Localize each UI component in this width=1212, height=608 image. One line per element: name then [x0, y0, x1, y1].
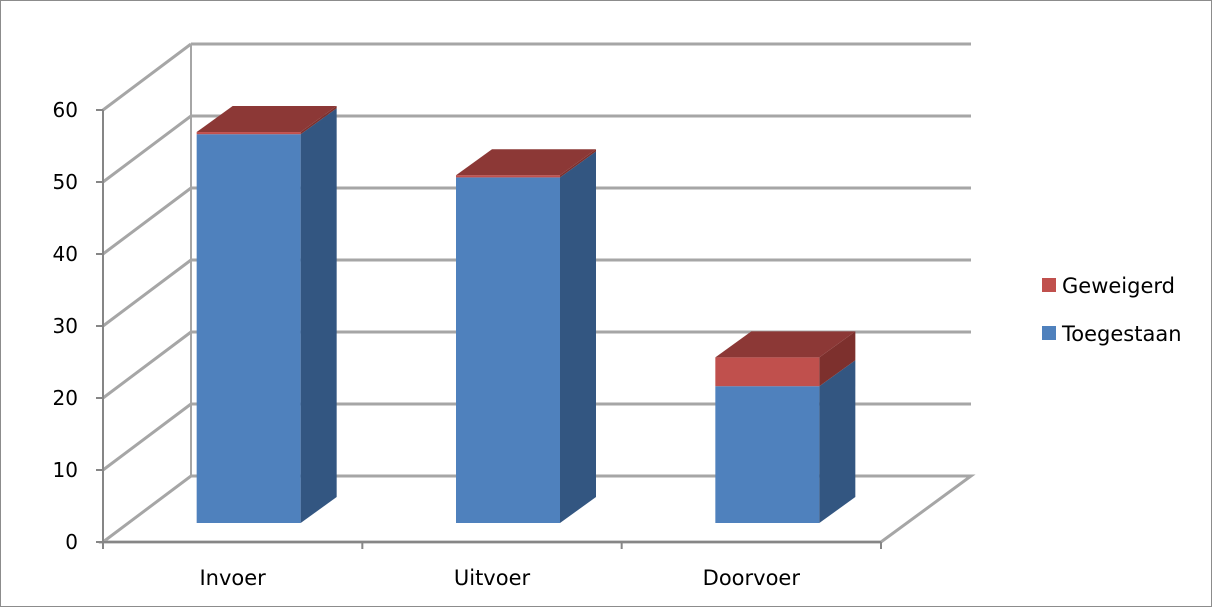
chart-legend: Geweigerd Toegestaan: [1042, 274, 1182, 346]
bar-front-toegestaan-invoer: [196, 134, 301, 523]
y-axis-tick-labels: 0 10 20 30 40 50 60: [53, 98, 78, 554]
bar-front-geweigerd-doorvoer: [715, 357, 820, 387]
bar-top-uitvoer: [456, 149, 596, 176]
bar-side-toegestaan-invoer: [300, 108, 337, 523]
y-axis-tick-label: 60: [53, 98, 78, 122]
bar-side-toegestaan-uitvoer: [560, 151, 596, 523]
bar-front-toegestaan-doorvoer: [715, 386, 820, 523]
chart-axes: [96, 109, 882, 549]
x-axis-category-labels: Invoer Uitvoer Doorvoer: [199, 566, 800, 590]
bar-top-invoer: [196, 106, 337, 133]
bar-side-geweigerd-invoer: [300, 106, 337, 135]
side-wall-gridline: [102, 42, 192, 112]
y-axis-tick-label: 10: [53, 458, 78, 482]
bar-front-geweigerd-uitvoer: [456, 175, 560, 178]
legend-label-geweigerd: Geweigerd: [1062, 274, 1175, 298]
x-axis-category-label: Doorvoer: [703, 566, 801, 590]
bar-front-geweigerd-invoer: [196, 132, 301, 135]
x-axis-category-label: Invoer: [199, 566, 266, 590]
side-wall-gridline: [102, 402, 192, 472]
bar-front-toegestaan-uitvoer: [456, 177, 560, 523]
bar-side-toegestaan-doorvoer: [819, 360, 856, 523]
side-wall-gridline: [102, 330, 192, 400]
y-axis-tick-label: 0: [65, 530, 78, 554]
y-axis-tick-label: 40: [53, 242, 78, 266]
legend-swatch-toegestaan: [1042, 326, 1056, 340]
bar-side-geweigerd-doorvoer: [819, 331, 856, 387]
x-axis-category-label: Uitvoer: [454, 566, 531, 590]
bar-top-doorvoer: [715, 331, 856, 358]
legend-label-toegestaan: Toegestaan: [1061, 322, 1182, 346]
y-axis-tick-label: 20: [53, 386, 78, 410]
side-wall-gridline: [102, 114, 192, 184]
legend-swatch-geweigerd: [1042, 278, 1056, 292]
y-axis-tick-label: 50: [53, 170, 78, 194]
side-wall-gridline: [102, 258, 192, 328]
bar-side-geweigerd-uitvoer: [560, 149, 596, 178]
y-axis-tick-label: 30: [53, 314, 78, 338]
chart-bars: [196, 106, 856, 523]
side-wall-gridline: [102, 186, 192, 256]
